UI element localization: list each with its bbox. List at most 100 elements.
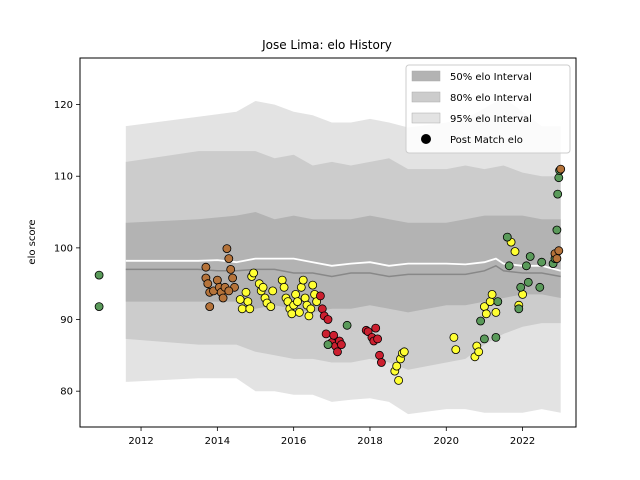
post-match-elo-point xyxy=(94,302,104,312)
post-match-elo-point xyxy=(323,315,333,324)
post-match-elo-point xyxy=(241,287,251,297)
post-match-elo-point xyxy=(228,273,238,283)
post-match-elo-point xyxy=(516,282,526,292)
post-match-elo-point xyxy=(235,295,245,304)
y-tick-label: 80 xyxy=(60,387,73,398)
post-match-elo-point xyxy=(552,254,562,264)
post-match-elo-point xyxy=(224,286,234,296)
post-match-elo-point xyxy=(449,332,459,342)
post-match-elo-point xyxy=(514,304,524,314)
post-match-elo-point xyxy=(205,302,215,312)
post-match-elo-point xyxy=(510,247,520,256)
y-axis-title: elo score xyxy=(27,219,38,264)
post-match-elo-point xyxy=(523,277,533,287)
legend-box xyxy=(405,64,571,154)
post-match-elo-point xyxy=(329,330,339,340)
x-tick-label: 2022 xyxy=(510,436,535,447)
post-match-elo-point xyxy=(525,252,535,261)
x-tick-label: 2016 xyxy=(281,436,306,447)
post-match-elo-point xyxy=(294,307,304,317)
marker-series-brown xyxy=(550,164,566,264)
x-axis: 2012 2014 2016 2018 2020 2022 xyxy=(128,427,535,447)
chart-title: Jose Lima: elo History xyxy=(261,38,392,52)
post-match-elo-point xyxy=(333,347,342,357)
post-match-elo-point xyxy=(226,264,236,274)
post-match-elo-point xyxy=(201,262,211,272)
post-match-elo-point xyxy=(94,270,104,280)
post-match-elo-point xyxy=(249,268,259,278)
post-match-elo-point xyxy=(376,358,386,367)
post-match-elo-point xyxy=(218,293,228,303)
post-match-elo-point xyxy=(336,340,346,350)
x-tick-label: 2020 xyxy=(434,436,459,447)
post-match-elo-point xyxy=(321,329,331,339)
post-match-elo-point xyxy=(266,302,276,312)
marker-series-green xyxy=(94,270,104,312)
post-match-elo-point xyxy=(556,164,566,174)
y-tick-label: 120 xyxy=(54,100,73,111)
post-match-elo-point xyxy=(277,275,287,285)
post-match-elo-point xyxy=(399,347,409,357)
y-axis: 80 90 100 110 120 xyxy=(54,100,80,398)
post-match-elo-point xyxy=(298,275,308,285)
post-match-elo-point xyxy=(502,232,512,242)
post-match-elo-point xyxy=(212,275,222,285)
post-match-elo-point xyxy=(279,282,289,292)
legend-label: Post Match elo xyxy=(450,135,523,146)
post-match-elo-point xyxy=(323,340,333,350)
post-match-elo-point xyxy=(485,297,495,307)
marker-series-yellow xyxy=(235,237,527,385)
legend-label: 80% elo Interval xyxy=(450,93,532,104)
post-match-elo-point xyxy=(371,323,381,333)
median-elo-line xyxy=(125,257,561,272)
post-match-elo-point xyxy=(308,280,318,290)
legend-label: 50% elo Interval xyxy=(450,72,532,83)
post-match-elo-point xyxy=(392,361,402,371)
post-match-elo-point xyxy=(342,320,352,330)
mean-elo-line xyxy=(125,264,561,278)
post-match-elo-point xyxy=(487,289,497,299)
post-match-elo-point xyxy=(553,189,563,199)
post-match-elo-point xyxy=(306,304,316,314)
post-match-elo-point xyxy=(554,246,564,256)
post-match-elo-point xyxy=(315,291,325,301)
y-tick-label: 110 xyxy=(54,172,73,183)
band-50-interval xyxy=(125,212,561,313)
post-match-elo-point xyxy=(479,334,489,344)
post-match-elo-point xyxy=(224,254,234,264)
legend-marker xyxy=(421,134,431,144)
post-match-elo-point xyxy=(554,173,564,183)
post-match-elo-point xyxy=(474,347,484,357)
post-match-elo-point xyxy=(203,279,213,289)
post-match-elo-point xyxy=(293,297,302,307)
post-match-elo-point xyxy=(222,244,232,254)
post-match-elo-point xyxy=(394,375,404,385)
plot-area xyxy=(94,97,566,415)
post-match-elo-point xyxy=(504,261,514,271)
post-match-elo-point xyxy=(291,289,301,299)
post-match-elo-point xyxy=(451,345,461,355)
legend-label: 95% elo Interval xyxy=(450,114,532,125)
legend: 50% elo Interval 80% elo Interval 95% elo … xyxy=(405,64,571,154)
plot-frame xyxy=(79,57,577,428)
marker-series-green xyxy=(323,166,564,350)
y-tick-label: 90 xyxy=(60,315,73,326)
post-match-elo-point xyxy=(268,286,278,296)
post-match-elo-point xyxy=(493,297,503,307)
post-match-elo-point xyxy=(287,309,297,319)
post-match-elo-point xyxy=(552,225,562,235)
legend-swatch xyxy=(411,112,441,124)
y-tick-label: 100 xyxy=(54,243,73,254)
post-match-elo-point xyxy=(522,261,531,271)
post-match-elo-point xyxy=(476,316,486,326)
post-match-elo-point xyxy=(491,307,501,317)
post-match-elo-point xyxy=(300,293,310,303)
post-match-elo-point xyxy=(237,304,247,314)
post-match-elo-point xyxy=(375,350,384,360)
post-match-elo-point xyxy=(243,297,253,307)
post-match-elo-point xyxy=(258,282,268,292)
x-tick-label: 2018 xyxy=(357,436,382,447)
post-match-elo-point xyxy=(535,282,545,292)
post-match-elo-point xyxy=(373,334,383,344)
